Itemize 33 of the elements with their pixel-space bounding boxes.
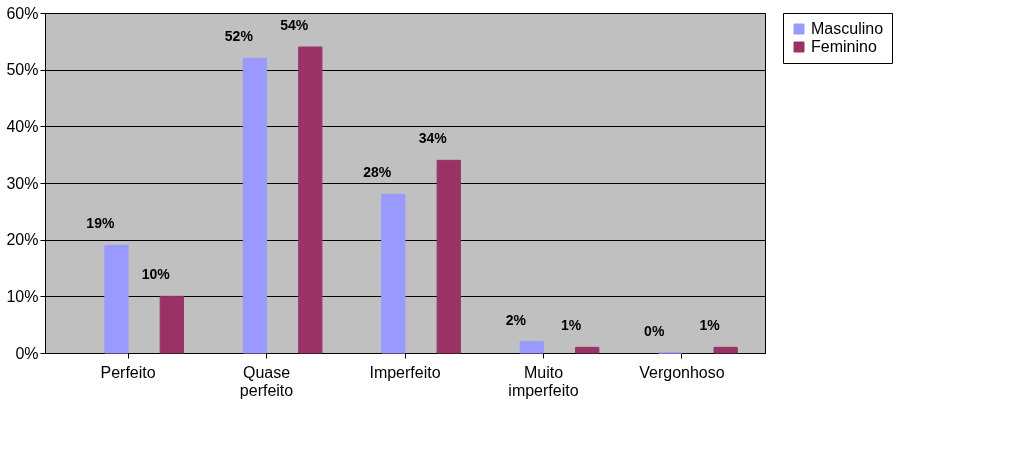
data-label: 1% — [561, 317, 582, 334]
data-label: 19% — [86, 215, 115, 232]
legend-label: Masculino — [811, 20, 884, 37]
bar — [298, 46, 323, 354]
bar — [713, 346, 738, 354]
x-tick-label: Perfeito — [100, 363, 156, 381]
data-label: 10% — [141, 266, 171, 283]
bar — [575, 346, 600, 354]
data-label: 28% — [363, 164, 392, 181]
y-tick-label: 20% — [6, 231, 39, 249]
y-tick-label: 60% — [6, 4, 39, 22]
data-label: 0% — [644, 323, 665, 339]
bar — [159, 295, 184, 354]
data-label: 2% — [505, 311, 527, 328]
y-tick-label: 10% — [6, 287, 39, 305]
data-label: 54% — [280, 17, 309, 33]
x-tick-label: Quase perfeito — [239, 363, 294, 399]
x-tick-label: Muito imperfeito — [508, 363, 579, 399]
x-tick-label: Vergonhoso — [639, 363, 725, 381]
data-label: 34% — [418, 130, 448, 147]
x-tick-label: Imperfeito — [369, 363, 441, 381]
y-tick-label: 0% — [15, 344, 39, 362]
y-tick-label: 50% — [6, 61, 39, 79]
legend-label: Feminino — [811, 38, 877, 55]
data-label: 1% — [699, 317, 721, 334]
y-tick-label: 40% — [6, 117, 39, 135]
bar — [104, 244, 129, 354]
bar — [519, 341, 544, 354]
data-label: 52% — [224, 28, 254, 45]
bar — [436, 159, 461, 354]
bar — [381, 193, 406, 354]
y-tick-label: 30% — [6, 174, 39, 192]
bar — [242, 57, 268, 354]
